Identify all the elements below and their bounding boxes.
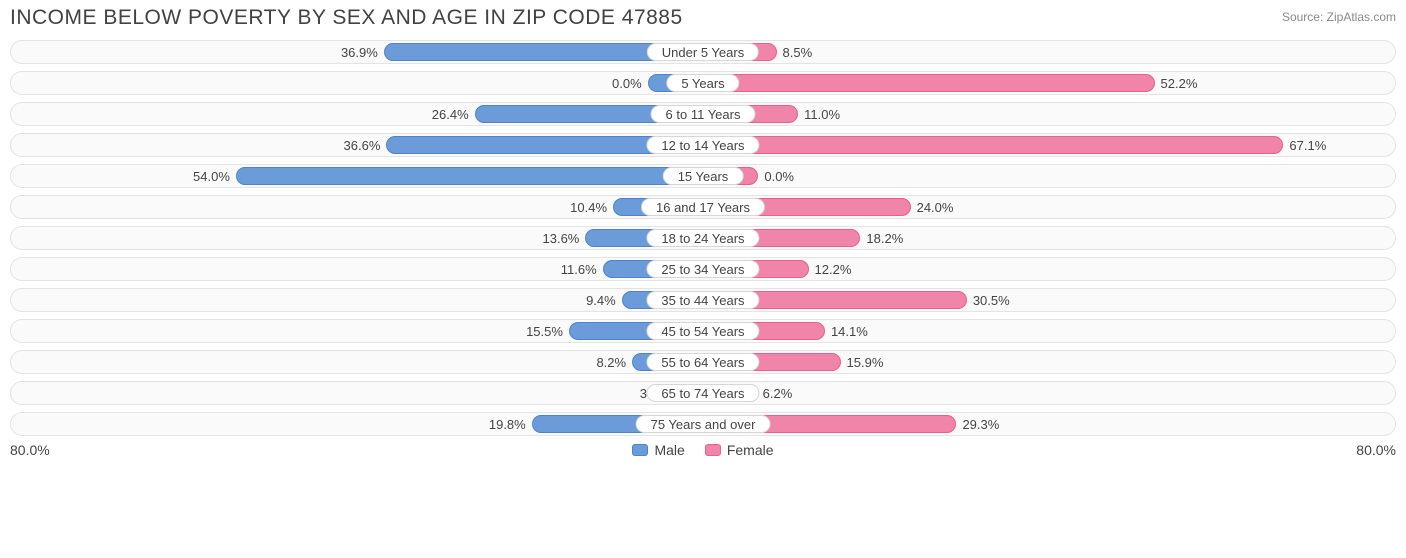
female-value: 6.2%	[763, 382, 793, 404]
male-value: 26.4%	[432, 103, 469, 125]
category-pill: 55 to 64 Years	[646, 353, 759, 371]
chart-row: 11.6% 12.2% 25 to 34 Years	[10, 257, 1396, 281]
axis-row: 80.0% Male Female 80.0%	[10, 442, 1396, 458]
chart-row: 36.9% 8.5% Under 5 Years	[10, 40, 1396, 64]
female-value: 0.0%	[764, 165, 794, 187]
chart-row: 9.4% 30.5% 35 to 44 Years	[10, 288, 1396, 312]
female-bar	[703, 136, 1283, 154]
male-value: 54.0%	[193, 165, 230, 187]
chart-row: 15.5% 14.1% 45 to 54 Years	[10, 319, 1396, 343]
male-value: 13.6%	[543, 227, 580, 249]
female-value: 29.3%	[962, 413, 999, 435]
category-pill: 65 to 74 Years	[646, 384, 759, 402]
male-value: 9.4%	[586, 289, 616, 311]
legend-male-label: Male	[654, 442, 684, 458]
category-pill: 45 to 54 Years	[646, 322, 759, 340]
chart-row: 8.2% 15.9% 55 to 64 Years	[10, 350, 1396, 374]
chart-row: 36.6% 67.1% 12 to 14 Years	[10, 133, 1396, 157]
chart-row: 19.8% 29.3% 75 Years and over	[10, 412, 1396, 436]
chart-title: INCOME BELOW POVERTY BY SEX AND AGE IN Z…	[10, 6, 683, 30]
category-pill: 16 and 17 Years	[641, 198, 765, 216]
female-swatch-icon	[705, 444, 721, 456]
female-value: 12.2%	[815, 258, 852, 280]
chart-row: 10.4% 24.0% 16 and 17 Years	[10, 195, 1396, 219]
legend-male: Male	[632, 442, 684, 458]
axis-max-left: 80.0%	[10, 442, 50, 458]
female-value: 18.2%	[866, 227, 903, 249]
female-value: 67.1%	[1289, 134, 1326, 156]
male-value: 19.8%	[489, 413, 526, 435]
female-value: 11.0%	[804, 103, 840, 125]
chart-row: 0.0% 52.2% 5 Years	[10, 71, 1396, 95]
male-value: 10.4%	[570, 196, 607, 218]
poverty-by-sex-age-chart: INCOME BELOW POVERTY BY SEX AND AGE IN Z…	[0, 0, 1406, 468]
category-pill: 6 to 11 Years	[651, 105, 756, 123]
category-pill: 35 to 44 Years	[646, 291, 759, 309]
legend: Male Female	[632, 442, 773, 458]
female-bar	[703, 74, 1155, 92]
male-value: 8.2%	[596, 351, 626, 373]
chart-header: INCOME BELOW POVERTY BY SEX AND AGE IN Z…	[10, 6, 1396, 30]
female-value: 15.9%	[847, 351, 884, 373]
category-pill: 12 to 14 Years	[646, 136, 759, 154]
category-pill: 5 Years	[666, 74, 739, 92]
male-value: 36.6%	[344, 134, 381, 156]
female-value: 30.5%	[973, 289, 1010, 311]
male-bar	[236, 167, 703, 185]
female-value: 52.2%	[1161, 72, 1198, 94]
chart-row: 54.0% 0.0% 15 Years	[10, 164, 1396, 188]
category-pill: 75 Years and over	[636, 415, 771, 433]
axis-max-right: 80.0%	[1356, 442, 1396, 458]
chart-row: 3.2%6.2%65 to 74 Years	[10, 381, 1396, 405]
male-value: 0.0%	[612, 72, 642, 94]
male-value: 36.9%	[341, 41, 378, 63]
female-value: 24.0%	[917, 196, 954, 218]
male-value: 11.6%	[561, 258, 597, 280]
male-swatch-icon	[632, 444, 648, 456]
category-pill: 18 to 24 Years	[646, 229, 759, 247]
chart-source: Source: ZipAtlas.com	[1282, 6, 1396, 24]
female-value: 14.1%	[831, 320, 868, 342]
category-pill: 25 to 34 Years	[646, 260, 759, 278]
category-pill: Under 5 Years	[647, 43, 759, 61]
category-pill: 15 Years	[663, 167, 744, 185]
male-value: 15.5%	[526, 320, 563, 342]
chart-row: 13.6% 18.2% 18 to 24 Years	[10, 226, 1396, 250]
legend-female: Female	[705, 442, 774, 458]
legend-female-label: Female	[727, 442, 774, 458]
female-value: 8.5%	[783, 41, 813, 63]
chart-row: 26.4% 11.0% 6 to 11 Years	[10, 102, 1396, 126]
chart-rows: 36.9% 8.5% Under 5 Years 0.0% 52.2% 5 Years 26…	[10, 40, 1396, 436]
